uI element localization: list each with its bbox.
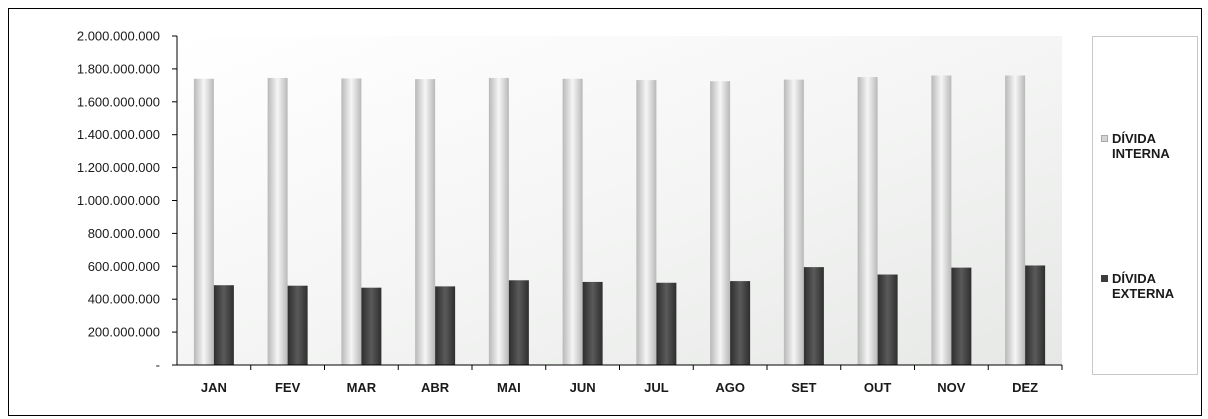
x-category-label: MAR	[347, 380, 377, 395]
bar-divida-externa	[287, 285, 308, 365]
y-axis: - 200.000.000 400.000.000 600.000.000 800.00…	[77, 29, 177, 373]
legend-label-line1: DÍVIDA	[1112, 131, 1157, 146]
y-tick-label: 1.000.000.000	[77, 193, 160, 208]
legend-item-divida-interna: DÍVIDA INTERNA	[1101, 131, 1197, 161]
legend: DÍVIDA INTERNA DÍVIDA EXTERNA	[1092, 36, 1198, 375]
x-category-label: FEV	[275, 380, 301, 395]
bar-divida-interna	[193, 78, 214, 366]
bar-divida-interna	[931, 75, 952, 365]
y-tick-label: 800.000.000	[88, 226, 160, 241]
bar-divida-externa	[877, 274, 898, 365]
y-tick-label: 1.800.000.000	[77, 61, 160, 76]
x-category-label: AGO	[715, 380, 745, 395]
bar-divida-interna	[341, 78, 362, 365]
legend-label-line1: DÍVIDA	[1112, 271, 1157, 286]
y-tick-label: 200.000.000	[88, 325, 160, 340]
bar-divida-interna	[562, 78, 583, 366]
x-category-label: OUT	[864, 380, 892, 395]
bar-divida-externa	[213, 285, 234, 365]
x-category-label: DEZ	[1012, 380, 1038, 395]
x-axis: JAN FEV MAR ABR MAI JUN JUL AGO SET OUT NOV DEZ	[201, 365, 1063, 395]
x-category-label: ABR	[421, 380, 450, 395]
bar-divida-interna	[1005, 75, 1026, 365]
bar-divida-externa	[435, 286, 456, 365]
y-tick-label: -	[156, 358, 160, 373]
legend-label-line2: EXTERNA	[1112, 286, 1175, 301]
y-tick-label: 2.000.000.000	[77, 29, 160, 44]
x-category-label: MAI	[497, 380, 521, 395]
bar-divida-interna	[857, 77, 878, 365]
y-tick-label: 1.400.000.000	[77, 127, 160, 142]
bars-layer	[193, 75, 1046, 366]
bar-divida-interna	[488, 77, 509, 365]
x-category-label: JUN	[570, 380, 596, 395]
y-tick-label: 600.000.000	[88, 259, 160, 274]
x-category-label: SET	[791, 380, 816, 395]
bar-divida-externa	[803, 267, 824, 365]
bar-divida-externa	[582, 281, 603, 365]
x-category-label: JAN	[201, 380, 227, 395]
legend-label-line2: INTERNA	[1112, 146, 1170, 161]
y-tick-label: 400.000.000	[88, 292, 160, 307]
legend-item-divida-externa: DÍVIDA EXTERNA	[1101, 271, 1197, 301]
bar-divida-externa	[508, 280, 529, 365]
bar-divida-externa	[1025, 265, 1046, 365]
bar-divida-interna	[783, 79, 804, 365]
x-category-label: JUL	[644, 380, 669, 395]
legend-swatch-divida-interna	[1101, 135, 1108, 142]
y-tick-label: 1.200.000.000	[77, 160, 160, 175]
bar-divida-externa	[730, 281, 751, 365]
bar-divida-interna	[636, 80, 657, 365]
bar-divida-externa	[951, 267, 972, 365]
legend-swatch-divida-externa	[1101, 275, 1108, 282]
bar-divida-externa	[361, 287, 382, 365]
bar-divida-interna	[415, 79, 436, 365]
y-tick-label: 1.600.000.000	[77, 94, 160, 109]
bar-divida-interna	[710, 81, 731, 366]
bar-divida-interna	[267, 77, 288, 365]
bar-divida-externa	[656, 282, 677, 365]
plot-area	[177, 36, 1062, 365]
x-category-label: NOV	[937, 380, 966, 395]
